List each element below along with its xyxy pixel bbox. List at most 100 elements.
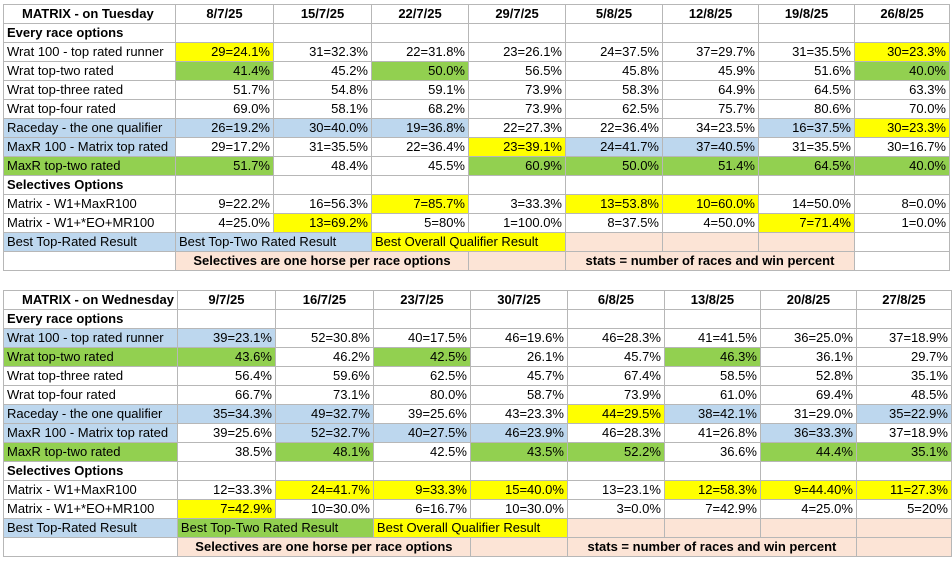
- value-cell: 35=34.3%: [176, 404, 276, 424]
- value-cell: 45.7%: [469, 366, 568, 386]
- value-cell: 60.9%: [468, 156, 566, 176]
- value-cell: 44.4%: [759, 442, 857, 462]
- note-selectives: Selectives are one horse per race option…: [175, 251, 469, 271]
- value-cell: 51.7%: [175, 80, 274, 100]
- value-cell: 11=27.3%: [855, 480, 952, 500]
- value-cell: 31=35.5%: [758, 42, 855, 62]
- value-cell: 62.5%: [372, 366, 471, 386]
- value-cell: 7=71.4%: [758, 213, 855, 233]
- table-row: MaxR 100 - Matrix top rated 29=17.2% 31=…: [3, 137, 950, 157]
- legend-best-top-rated: Best Top-Rated Result: [3, 518, 178, 538]
- date-header: 19/8/25: [758, 4, 855, 24]
- section-heading: Selectives Options: [3, 175, 176, 195]
- date-header: 30/7/25: [469, 290, 568, 310]
- value-cell: 6=16.7%: [372, 499, 471, 519]
- value-cell: 46.2%: [274, 347, 374, 367]
- value-cell: 51.6%: [758, 61, 855, 81]
- value-cell: 59.6%: [274, 366, 374, 386]
- value-cell: 36=33.3%: [759, 423, 857, 443]
- value-cell: 23=39.1%: [468, 137, 566, 157]
- value-cell: 41=41.5%: [663, 328, 761, 348]
- table-title: MATRIX - on Tuesday: [3, 4, 176, 24]
- value-cell: 24=37.5%: [565, 42, 663, 62]
- date-header: 22/7/25: [371, 4, 469, 24]
- value-cell: 52=30.8%: [274, 328, 374, 348]
- row-label: MaxR 100 - Matrix top rated: [3, 137, 176, 157]
- value-cell: 39=23.1%: [176, 328, 276, 348]
- table-row: Wrat top-two rated 43.6% 46.2% 42.5% 26.…: [3, 347, 952, 367]
- value-cell: 37=18.9%: [855, 423, 952, 443]
- value-cell: 80.6%: [758, 99, 855, 119]
- note-selectives: Selectives are one horse per race option…: [176, 537, 471, 557]
- value-cell: 31=35.5%: [273, 137, 372, 157]
- value-cell: 58.5%: [663, 366, 761, 386]
- value-cell: 46=19.6%: [469, 328, 568, 348]
- table-row: MaxR top-two rated 38.5% 48.1% 42.5% 43.…: [3, 442, 952, 462]
- value-cell: 43.6%: [176, 347, 276, 367]
- value-cell: 29=24.1%: [175, 42, 274, 62]
- table-row: Matrix - W1+*EO+MR100 4=25.0% 13=69.2% 5…: [3, 213, 950, 233]
- row-label: Wrat top-two rated: [3, 61, 176, 81]
- row-label: Wrat top-three rated: [3, 366, 178, 386]
- value-cell: 30=23.3%: [854, 42, 950, 62]
- date-header: 9/7/25: [176, 290, 276, 310]
- value-cell: 5=80%: [371, 213, 469, 233]
- value-cell: 13=23.1%: [566, 480, 665, 500]
- table-row: MaxR top-two rated 51.7% 48.4% 45.5% 60.…: [3, 156, 950, 176]
- date-header: 27/8/25: [855, 290, 952, 310]
- value-cell: 67.4%: [566, 366, 665, 386]
- wednesday-table: MATRIX - on Wednesday 9/7/25 16/7/25 23/…: [3, 290, 952, 557]
- row-label: Wrat 100 - top rated runner: [3, 328, 178, 348]
- row-label: Wrat top-four rated: [3, 385, 178, 405]
- value-cell: 10=60.0%: [662, 194, 759, 214]
- value-cell: 43.5%: [469, 442, 568, 462]
- value-cell: 35.1%: [855, 366, 952, 386]
- value-cell: 73.9%: [468, 99, 566, 119]
- value-cell: 35.1%: [855, 442, 952, 462]
- value-cell: 69.0%: [175, 99, 274, 119]
- value-cell: 9=22.2%: [175, 194, 274, 214]
- section-heading: Every race options: [3, 309, 178, 329]
- value-cell: 4=50.0%: [662, 213, 759, 233]
- value-cell: 51.4%: [662, 156, 759, 176]
- value-cell: 52=32.7%: [274, 423, 374, 443]
- value-cell: 63.3%: [854, 80, 950, 100]
- value-cell: 30=40.0%: [273, 118, 372, 138]
- value-cell: 40=17.5%: [372, 328, 471, 348]
- value-cell: 73.9%: [566, 385, 665, 405]
- value-cell: 48.5%: [855, 385, 952, 405]
- value-cell: 9=33.3%: [372, 480, 471, 500]
- value-cell: 75.7%: [662, 99, 759, 119]
- value-cell: 56.5%: [468, 61, 566, 81]
- value-cell: 37=29.7%: [662, 42, 759, 62]
- value-cell: 8=37.5%: [565, 213, 663, 233]
- value-cell: 10=30.0%: [274, 499, 374, 519]
- value-cell: 16=56.3%: [273, 194, 372, 214]
- table-row: Wrat top-four rated 69.0% 58.1% 68.2% 73…: [3, 99, 950, 119]
- value-cell: 54.8%: [273, 80, 372, 100]
- note-stats: stats = number of races and win percent: [565, 251, 855, 271]
- value-cell: 7=42.9%: [176, 499, 276, 519]
- note-stats: stats = number of races and win percent: [566, 537, 857, 557]
- section-heading: Every race options: [3, 23, 176, 43]
- value-cell: 38=42.1%: [663, 404, 761, 424]
- table-row: MaxR 100 - Matrix top rated 39=25.6% 52=…: [3, 423, 952, 443]
- value-cell: 22=36.4%: [565, 118, 663, 138]
- value-cell: 45.5%: [371, 156, 469, 176]
- value-cell: 29=17.2%: [175, 137, 274, 157]
- value-cell: 36.1%: [759, 347, 857, 367]
- legend-best-top-two: Best Top-Two Rated Result: [175, 232, 372, 252]
- value-cell: 50.0%: [371, 61, 469, 81]
- table-row: Raceday - the one qualifier 26=19.2% 30=…: [3, 118, 950, 138]
- value-cell: 34=23.5%: [662, 118, 759, 138]
- value-cell: 40.0%: [854, 61, 950, 81]
- table-row: Raceday - the one qualifier 35=34.3% 49=…: [3, 404, 952, 424]
- date-header: 29/7/25: [468, 4, 566, 24]
- value-cell: 44=29.5%: [566, 404, 665, 424]
- value-cell: 23=26.1%: [468, 42, 566, 62]
- value-cell: 14=50.0%: [758, 194, 855, 214]
- value-cell: 50.0%: [565, 156, 663, 176]
- row-label: Matrix - W1+*EO+MR100: [3, 499, 178, 519]
- value-cell: 45.8%: [565, 61, 663, 81]
